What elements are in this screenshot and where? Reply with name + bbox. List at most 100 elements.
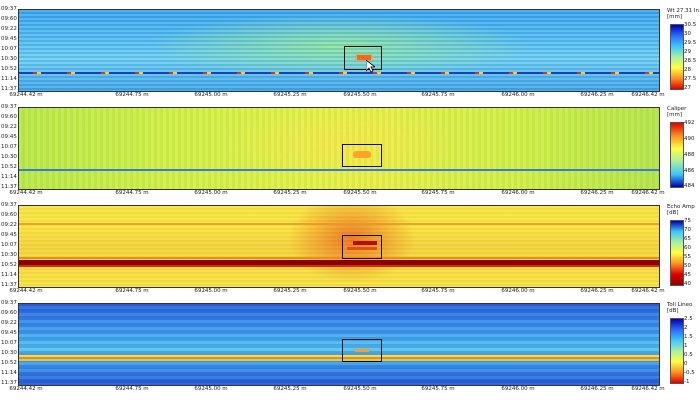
colorbar-tick: 2.5 [684,316,693,322]
colorbar-tick: 29 [684,49,691,55]
distance-tick: 69246.42 m [631,92,665,98]
time-tick: 10:30 [1,252,17,258]
time-tick: 09:60 [1,212,17,218]
distance-tick: 69244.75 m [115,190,149,196]
time-tick: 11:37 [1,86,17,92]
distance-tick: 69244.42 m [9,190,43,196]
distance-axis: 69244.42 m 69244.75 m 69245.00 m 69245.2… [9,287,664,297]
distance-tick: 69246.00 m [501,386,535,392]
distance-tick: 69245.75 m [421,190,455,196]
colorbar-tick: 490 [684,136,695,142]
time-tick: 09:37 [1,300,17,306]
time-tick: 09:37 [1,6,17,12]
colorbar-ticks: 2.5 2 1.5 1 0.5 0 -0.5 -1 [684,316,700,385]
heatmap-canvas[interactable] [18,205,660,288]
distance-tick: 69245.50 m [343,190,377,196]
region-of-interest-box[interactable] [342,144,382,167]
time-tick: 09:60 [1,310,17,316]
time-tick: 10:30 [1,154,17,160]
time-tick: 09:22 [1,222,17,228]
colorbar [670,122,684,188]
time-tick: 10:07 [1,242,17,248]
time-tick: 09:37 [1,104,17,110]
distance-tick: 69246.42 m [631,288,665,294]
distance-tick: 69245.25 m [273,288,307,294]
distance-tick: 69244.42 m [9,386,43,392]
distance-axis: 69244.42 m 69244.75 m 69245.00 m 69245.2… [9,91,664,101]
distance-tick: 69245.00 m [194,386,228,392]
colorbar-ticks: 30.5 30 29.5 29 28.5 28 27.5 27 [684,22,700,91]
colorbar-tick: 27 [684,85,691,91]
distance-tick: 69246.00 m [501,288,535,294]
time-tick: 11:14 [1,370,17,376]
colorbar-ticks: 492 490 488 486 484 [684,120,700,189]
time-tick: 10:52 [1,262,17,268]
colorbar-tick: 60 [684,245,691,251]
time-tick: 10:30 [1,350,17,356]
distance-tick: 69246.25 m [580,92,614,98]
distance-tick: 69245.00 m [194,190,228,196]
distance-tick: 69246.00 m [501,92,535,98]
distance-tick: 69246.42 m [631,190,665,196]
colorbar [670,220,684,286]
colorbar-tick: 50 [684,263,691,269]
panel-echo-amplitude: 09:37 09:60 09:22 09:45 10:07 10:30 10:5… [0,202,700,298]
colorbar-tick: 488 [684,152,695,158]
region-of-interest-box[interactable] [342,339,382,362]
time-tick: 09:60 [1,114,17,120]
region-of-interest-box[interactable] [342,235,382,259]
time-tick: 10:07 [1,340,17,346]
colorbar-tick: -1 [684,379,690,385]
distance-tick: 69244.75 m [115,288,149,294]
colorbar-title: Wt 27.31 In [mm] [667,8,699,20]
distance-tick: 69244.42 m [9,288,43,294]
distance-tick: 69246.25 m [580,386,614,392]
colorbar-tick: 28.5 [684,58,697,64]
distance-tick: 69245.00 m [194,288,228,294]
colorbar-tick: 27.5 [684,76,697,82]
time-tick: 10:52 [1,164,17,170]
region-of-interest-box[interactable] [344,46,382,70]
panel-wall-thickness: 09:37 09:60 09:22 09:45 10:07 10:30 10:5… [0,6,700,102]
colorbar-tick: 1.5 [684,334,693,340]
distance-tick: 69245.00 m [194,92,228,98]
distance-tick: 69245.25 m [273,190,307,196]
time-axis: 09:37 09:60 09:22 09:45 10:07 10:30 10:5… [0,6,18,92]
colorbar [670,24,684,90]
distance-tick: 69244.42 m [9,92,43,98]
colorbar-tick: -0.5 [684,370,695,376]
time-tick: 09:22 [1,26,17,32]
heatmap-canvas[interactable] [18,303,660,386]
heatmap-canvas[interactable] [18,107,660,190]
colorbar-tick: 486 [684,168,695,174]
colorbar-tick: 70 [684,227,691,233]
distance-tick: 69245.75 m [421,92,455,98]
time-axis: 09:37 09:60 09:22 09:45 10:07 10:30 10:5… [0,104,18,190]
colorbar [670,318,684,384]
distance-tick: 69245.50 m [343,92,377,98]
colorbar-tick: 45 [684,272,691,278]
colorbar-tick: 40 [684,281,691,287]
colorbar-tick: 492 [684,120,695,126]
time-tick: 11:14 [1,76,17,82]
time-tick: 11:14 [1,272,17,278]
distance-tick: 69246.25 m [580,190,614,196]
colorbar-ticks: 75 70 65 60 55 50 45 40 [684,218,700,287]
time-axis: 09:37 09:60 09:22 09:45 10:07 10:30 10:5… [0,202,18,288]
time-tick: 09:45 [1,134,17,140]
colorbar-tick: 30 [684,31,691,37]
colorbar-tick: 484 [684,183,695,189]
colorbar-tick: 1 [684,343,688,349]
colorbar-tick: 0 [684,361,688,367]
colorbar-tick: 55 [684,254,691,260]
distance-tick: 69244.75 m [115,92,149,98]
heatmap-canvas[interactable] [18,9,660,92]
time-tick: 09:37 [1,202,17,208]
time-tick: 11:37 [1,380,17,386]
colorbar-tick: 0.5 [684,352,693,358]
colorbar-tick: 28 [684,67,691,73]
time-tick: 10:07 [1,144,17,150]
time-tick: 09:45 [1,330,17,336]
distance-tick: 69246.42 m [631,386,665,392]
distance-axis: 69244.42 m 69244.75 m 69245.00 m 69245.2… [9,189,664,199]
